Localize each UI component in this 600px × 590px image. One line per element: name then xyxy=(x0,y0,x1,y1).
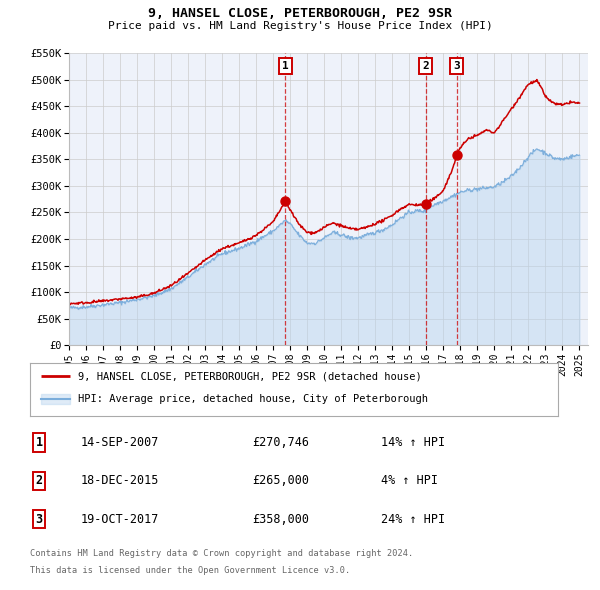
Text: Contains HM Land Registry data © Crown copyright and database right 2024.: Contains HM Land Registry data © Crown c… xyxy=(30,549,413,558)
Text: 1: 1 xyxy=(282,61,289,71)
Text: 18-DEC-2015: 18-DEC-2015 xyxy=(81,474,160,487)
Text: 1: 1 xyxy=(35,436,43,449)
Text: £358,000: £358,000 xyxy=(252,513,309,526)
Text: 4% ↑ HPI: 4% ↑ HPI xyxy=(381,474,438,487)
Text: 24% ↑ HPI: 24% ↑ HPI xyxy=(381,513,445,526)
Text: HPI: Average price, detached house, City of Peterborough: HPI: Average price, detached house, City… xyxy=(77,394,428,404)
Text: 14-SEP-2007: 14-SEP-2007 xyxy=(81,436,160,449)
Text: 3: 3 xyxy=(454,61,460,71)
Text: 3: 3 xyxy=(35,513,43,526)
Text: £270,746: £270,746 xyxy=(252,436,309,449)
Text: 19-OCT-2017: 19-OCT-2017 xyxy=(81,513,160,526)
Text: 2: 2 xyxy=(35,474,43,487)
Text: 14% ↑ HPI: 14% ↑ HPI xyxy=(381,436,445,449)
Text: Price paid vs. HM Land Registry's House Price Index (HPI): Price paid vs. HM Land Registry's House … xyxy=(107,21,493,31)
Text: 2: 2 xyxy=(422,61,429,71)
Text: This data is licensed under the Open Government Licence v3.0.: This data is licensed under the Open Gov… xyxy=(30,566,350,575)
Text: 9, HANSEL CLOSE, PETERBOROUGH, PE2 9SR (detached house): 9, HANSEL CLOSE, PETERBOROUGH, PE2 9SR (… xyxy=(77,371,421,381)
Text: £265,000: £265,000 xyxy=(252,474,309,487)
Text: 9, HANSEL CLOSE, PETERBOROUGH, PE2 9SR: 9, HANSEL CLOSE, PETERBOROUGH, PE2 9SR xyxy=(148,7,452,20)
